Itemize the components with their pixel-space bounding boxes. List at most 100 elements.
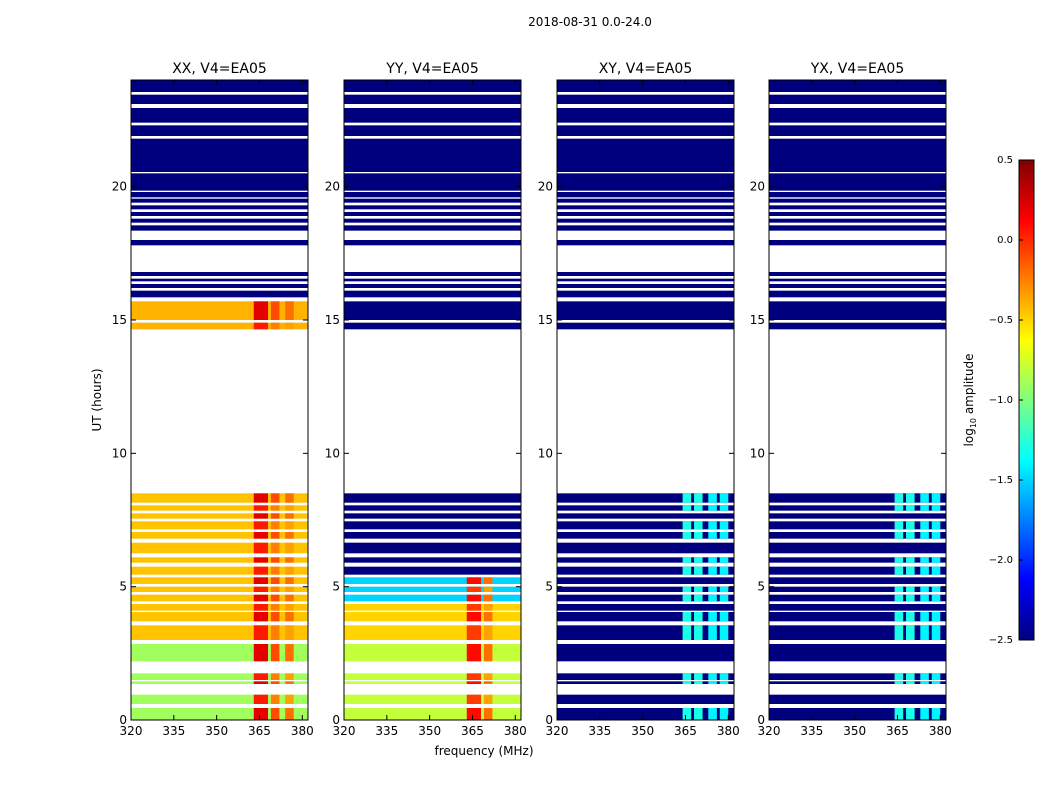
heatmap-row [344, 673, 521, 680]
heatmap-row [557, 173, 734, 191]
heatmap-row [769, 94, 946, 104]
heatmap-hotspot [285, 566, 294, 575]
heatmap-hotspot [285, 542, 294, 554]
heatmap-row [131, 284, 308, 288]
heatmap-hotspot [920, 521, 929, 530]
x-tick-label: 320 [333, 724, 356, 738]
colorbar-tick-label: −1.5 [989, 475, 1013, 486]
heatmap-panel: YX, V4=EA05 320 335 350 365 380 0 5 10 15 20 [750, 61, 952, 738]
heatmap-hotspot [466, 625, 482, 640]
heatmap-panel: XY, V4=EA05 320 335 350 365 380 0 5 10 15 20 [538, 61, 740, 738]
heatmap-hotspot [253, 681, 269, 684]
heatmap-hotspot [708, 625, 717, 640]
heatmap-hotspot [270, 542, 280, 554]
heatmap-hotspot [694, 625, 703, 640]
heatmap-row [769, 192, 946, 198]
heatmap-row [131, 240, 308, 246]
heatmap-row [557, 673, 734, 680]
x-tick-label: 380 [291, 724, 314, 738]
panel-frame [130, 79, 309, 721]
heatmap-row [344, 278, 521, 282]
heatmap-hotspot [285, 644, 294, 662]
heatmap-hotspot [719, 681, 729, 684]
heatmap-hotspot [694, 521, 703, 530]
heatmap-hotspot [285, 586, 294, 592]
heatmap-row [769, 173, 946, 191]
heatmap-hotspot [719, 521, 729, 530]
heatmap-hotspot [694, 586, 703, 592]
heatmap-row [344, 138, 521, 172]
heatmap-hotspot [931, 566, 941, 575]
heatmap-hotspot [906, 493, 915, 503]
heatmap-hotspot [682, 673, 692, 680]
heatmap-hotspot [682, 708, 692, 720]
heatmap-hotspot [920, 708, 929, 720]
heatmap-hotspot [719, 566, 729, 575]
heatmap-hotspot [285, 557, 294, 563]
heatmap-hotspot [920, 586, 929, 592]
heatmap-row [131, 586, 308, 592]
heatmap-row [769, 557, 946, 563]
heatmap-hotspot [270, 604, 280, 611]
y-tick-label: 20 [750, 180, 765, 194]
heatmap-hotspot [270, 594, 280, 602]
heatmap-hotspot [719, 493, 729, 503]
heatmap-hotspot [906, 532, 915, 539]
heatmap-hotspot [931, 594, 941, 602]
heatmap-hotspot [931, 673, 941, 680]
heatmap-row [344, 493, 521, 503]
heatmap-row [769, 577, 946, 584]
heatmap-row [769, 625, 946, 640]
heatmap-row [344, 173, 521, 191]
heatmap-hotspot [719, 532, 729, 539]
colorbar-tick-label: 0.5 [997, 155, 1013, 166]
heatmap-row [131, 212, 308, 216]
heatmap-hotspot [920, 557, 929, 563]
colorbar-label-rest: amplitude [962, 354, 976, 418]
heatmap-row [344, 557, 521, 563]
heatmap-row [344, 513, 521, 519]
heatmap-hotspot [483, 577, 493, 584]
heatmap-row [344, 694, 521, 704]
heatmap-hotspot [931, 532, 941, 539]
heatmap-row [769, 198, 946, 203]
heatmap-hotspot [894, 505, 904, 511]
y-tick-label: 5 [545, 580, 553, 594]
heatmap-hotspot [694, 557, 703, 563]
heatmap-cells [557, 80, 734, 720]
heatmap-row [344, 218, 521, 223]
y-axis-label: UT (hours) [90, 368, 104, 431]
heatmap-hotspot [894, 681, 904, 684]
y-tick-label: 20 [112, 180, 127, 194]
heatmap-hotspot [483, 694, 493, 704]
colorbar: 0.5 0.0 −0.5 −1.0 −1.5 −2.0 −2.5 log10 amplitud… [962, 155, 1035, 646]
heatmap-hotspot [483, 612, 493, 622]
heatmap-hotspot [708, 681, 717, 684]
panel-frame [556, 79, 735, 721]
heatmap-row [769, 681, 946, 684]
heatmap-cells [131, 80, 308, 720]
heatmap-row [131, 322, 308, 330]
heatmap-row [131, 198, 308, 203]
heatmap-hotspot [285, 673, 294, 680]
heatmap-row [769, 290, 946, 298]
heatmap-hotspot [708, 708, 717, 720]
heatmap-row [769, 284, 946, 288]
y-tick-label: 20 [538, 180, 553, 194]
heatmap-hotspot [285, 513, 294, 519]
heatmap-row [557, 192, 734, 198]
heatmap-row [344, 301, 521, 320]
heatmap-hotspot [270, 505, 280, 511]
heatmap-row [344, 532, 521, 539]
heatmap-row [344, 594, 521, 602]
heatmap-row [131, 301, 308, 320]
heatmap-row [557, 577, 734, 584]
heatmap-row [769, 108, 946, 123]
heatmap-hotspot [253, 644, 269, 662]
y-tick-label: 15 [112, 313, 127, 327]
heatmap-row [557, 94, 734, 104]
heatmap-row [131, 521, 308, 530]
heatmap-row [344, 125, 521, 136]
heatmap-row [557, 681, 734, 684]
